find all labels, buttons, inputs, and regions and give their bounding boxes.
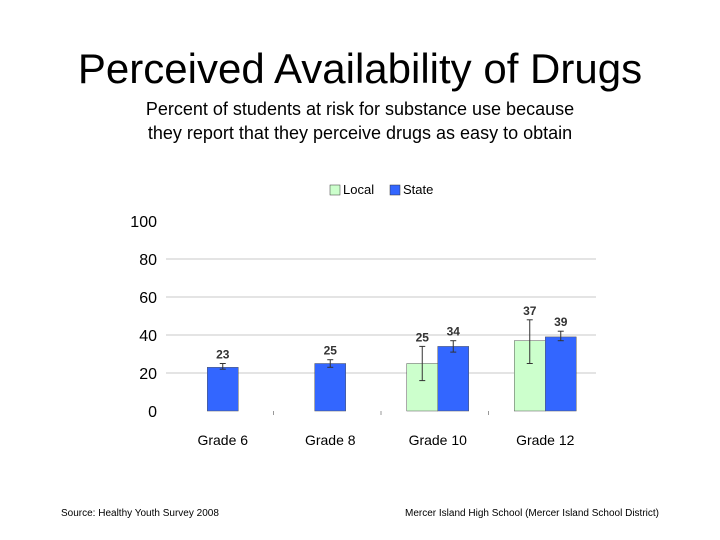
legend-swatch-local (330, 185, 340, 195)
bar-state (438, 346, 469, 411)
data-label: 39 (554, 315, 568, 329)
y-tick-label: 0 (148, 404, 157, 421)
y-tick-label: 40 (139, 328, 157, 345)
data-label: 34 (447, 325, 461, 339)
x-axis-labels: Grade 6 Grade 8 Grade 10 Grade 12 (197, 411, 574, 448)
chart-bars (207, 337, 576, 411)
y-axis-ticks: 0 20 40 60 80 100 (130, 214, 157, 421)
data-label: 25 (416, 330, 430, 344)
legend-swatch-state (390, 185, 400, 195)
bar-state (315, 364, 346, 412)
y-tick-label: 80 (139, 252, 157, 269)
x-tick-label: Grade 12 (516, 432, 575, 448)
y-tick-label: 60 (139, 290, 157, 307)
chart-legend: Local State (330, 182, 433, 197)
data-label: 25 (324, 344, 338, 358)
y-tick-label: 20 (139, 366, 157, 383)
data-label: 23 (216, 348, 230, 362)
bar-state (207, 367, 238, 411)
school-footnote: Mercer Island High School (Mercer Island… (405, 508, 659, 520)
y-tick-label: 100 (130, 214, 157, 231)
x-tick-label: Grade 8 (305, 432, 356, 448)
legend-label-local: Local (343, 182, 374, 197)
bar-state (545, 337, 576, 411)
error-bars (220, 320, 564, 381)
x-tick-label: Grade 10 (409, 432, 468, 448)
data-label: 37 (523, 304, 537, 318)
x-tick-label: Grade 6 (197, 432, 248, 448)
legend-label-state: State (403, 182, 433, 197)
source-footnote: Source: Healthy Youth Survey 2008 (61, 508, 219, 520)
